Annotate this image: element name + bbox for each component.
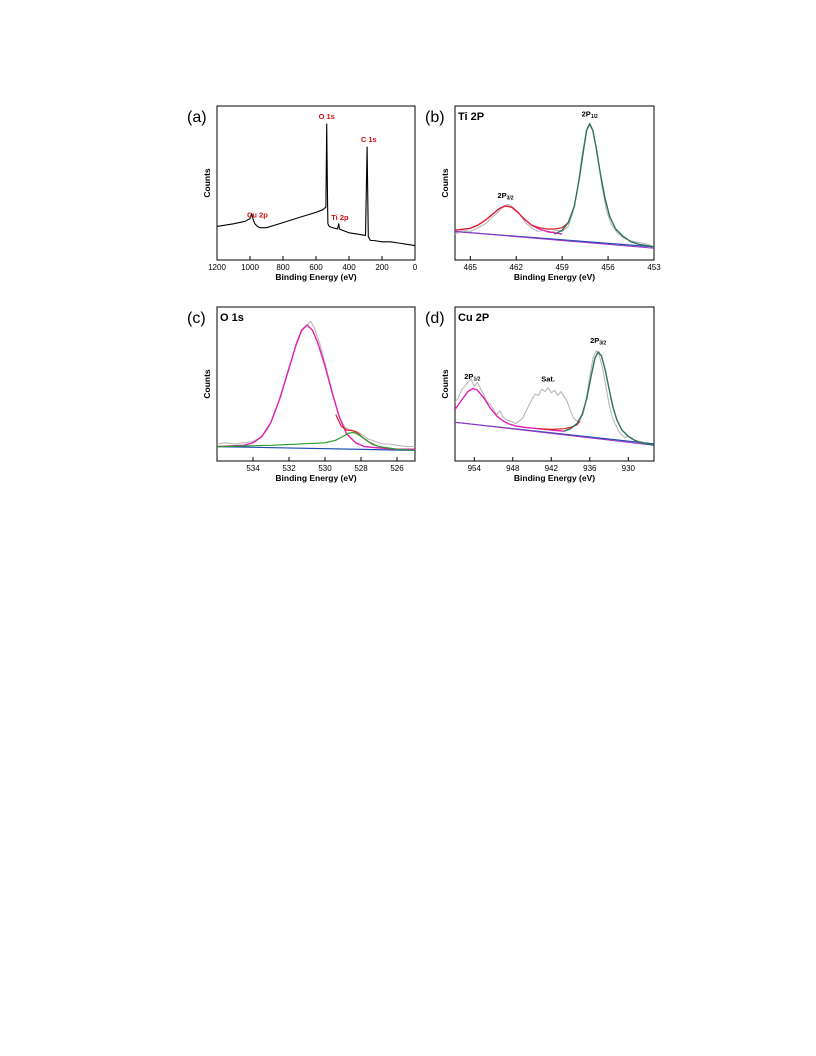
x-tick-label: 453: [647, 263, 661, 272]
x-tick-label: 0: [413, 263, 418, 272]
x-tick-label: 930: [622, 464, 636, 473]
panel-d: 954 948 942 936 930 Binding Energy (eV) Counts…: [425, 306, 655, 483]
x-tick-label: 528: [354, 464, 368, 473]
panel-title: Ti 2P: [458, 111, 484, 123]
panel-title: O 1s: [220, 312, 244, 324]
peak-annotation: 2P3/2: [590, 336, 606, 347]
x-tick-label: 534: [246, 464, 260, 473]
plot-frame: [454, 105, 655, 261]
x-tick-label: 526: [390, 464, 404, 473]
x-tick-label: 462: [510, 263, 524, 272]
series-envelope: [455, 205, 569, 231]
series-envelope: [335, 414, 376, 446]
panel-title: Cu 2P: [458, 312, 489, 324]
x-tick-label: 456: [601, 263, 615, 272]
panel-c: 534 532 530 528 526 Binding Energy (eV) Counts…: [187, 306, 416, 483]
x-tick-label: 1200: [208, 263, 226, 272]
x-axis-label: Binding Energy (eV): [275, 473, 356, 483]
series-peak1: [217, 324, 415, 450]
series-baseline2: [455, 231, 654, 249]
panel-b: 465 462 459 456 453 Binding Energy (eV) Counts…: [425, 105, 661, 282]
peak-annotation: Cu 2p: [247, 210, 268, 219]
x-tick-label: 200: [375, 263, 389, 272]
x-tick-label: 459: [555, 263, 569, 272]
series-group: [217, 320, 415, 451]
panel-label: (c): [187, 310, 206, 327]
series-baseline2: [455, 421, 654, 446]
x-tick-label: 530: [318, 464, 332, 473]
x-tick-label: 948: [506, 464, 520, 473]
series-group: [455, 122, 654, 249]
x-tick-label: 800: [276, 263, 290, 272]
series-raw: [217, 123, 415, 247]
series-envelope: [538, 420, 581, 430]
peak-annotation: 2P3/2: [497, 191, 513, 202]
y-axis-label: Counts: [202, 369, 212, 399]
x-axis-label: Binding Energy (eV): [514, 473, 595, 483]
panel-label: (a): [187, 109, 207, 126]
x-tick-label: 532: [282, 464, 296, 473]
peak-annotation: 2P1/2: [582, 109, 598, 120]
x-tick-label: 600: [309, 263, 323, 272]
y-axis-label: Counts: [440, 369, 450, 399]
series-peak2: [217, 431, 415, 451]
series-peak2: [563, 351, 654, 446]
y-axis-label: Counts: [440, 168, 450, 198]
panel-label: (b): [425, 109, 445, 126]
series-group: [217, 123, 415, 247]
x-axis-label: Binding Energy (eV): [275, 272, 356, 282]
x-tick-label: 954: [468, 464, 482, 473]
x-tick-label: 942: [545, 464, 559, 473]
y-axis-label: Counts: [202, 168, 212, 198]
series-data: [455, 350, 654, 445]
series-group: [455, 350, 654, 446]
x-tick-label: 400: [342, 263, 356, 272]
peak-annotation: Sat.: [541, 374, 555, 383]
panel-label: (d): [425, 310, 445, 327]
peak-annotation: C 1s: [361, 135, 377, 144]
series-peak1: [455, 205, 563, 235]
x-tick-label: 465: [464, 263, 478, 272]
x-tick-label: 936: [583, 464, 597, 473]
plot-frame: [454, 306, 655, 462]
series-data: [455, 122, 654, 248]
x-tick-label: 1000: [241, 263, 259, 272]
peak-annotation: O 1s: [319, 112, 335, 121]
series-peak2: [554, 123, 654, 248]
plot-frame: [216, 105, 416, 261]
plot-frame: [216, 306, 416, 462]
series-peak1: [455, 387, 565, 432]
peak-annotation: Ti 2p: [331, 213, 349, 222]
series-baseline: [217, 446, 415, 451]
peak-annotation: 2P1/2: [464, 372, 480, 383]
panel-a: 1200 1000 800 600 400 200 0 Binding Energy (eV)…: [187, 105, 418, 282]
x-axis-label: Binding Energy (eV): [514, 272, 595, 282]
